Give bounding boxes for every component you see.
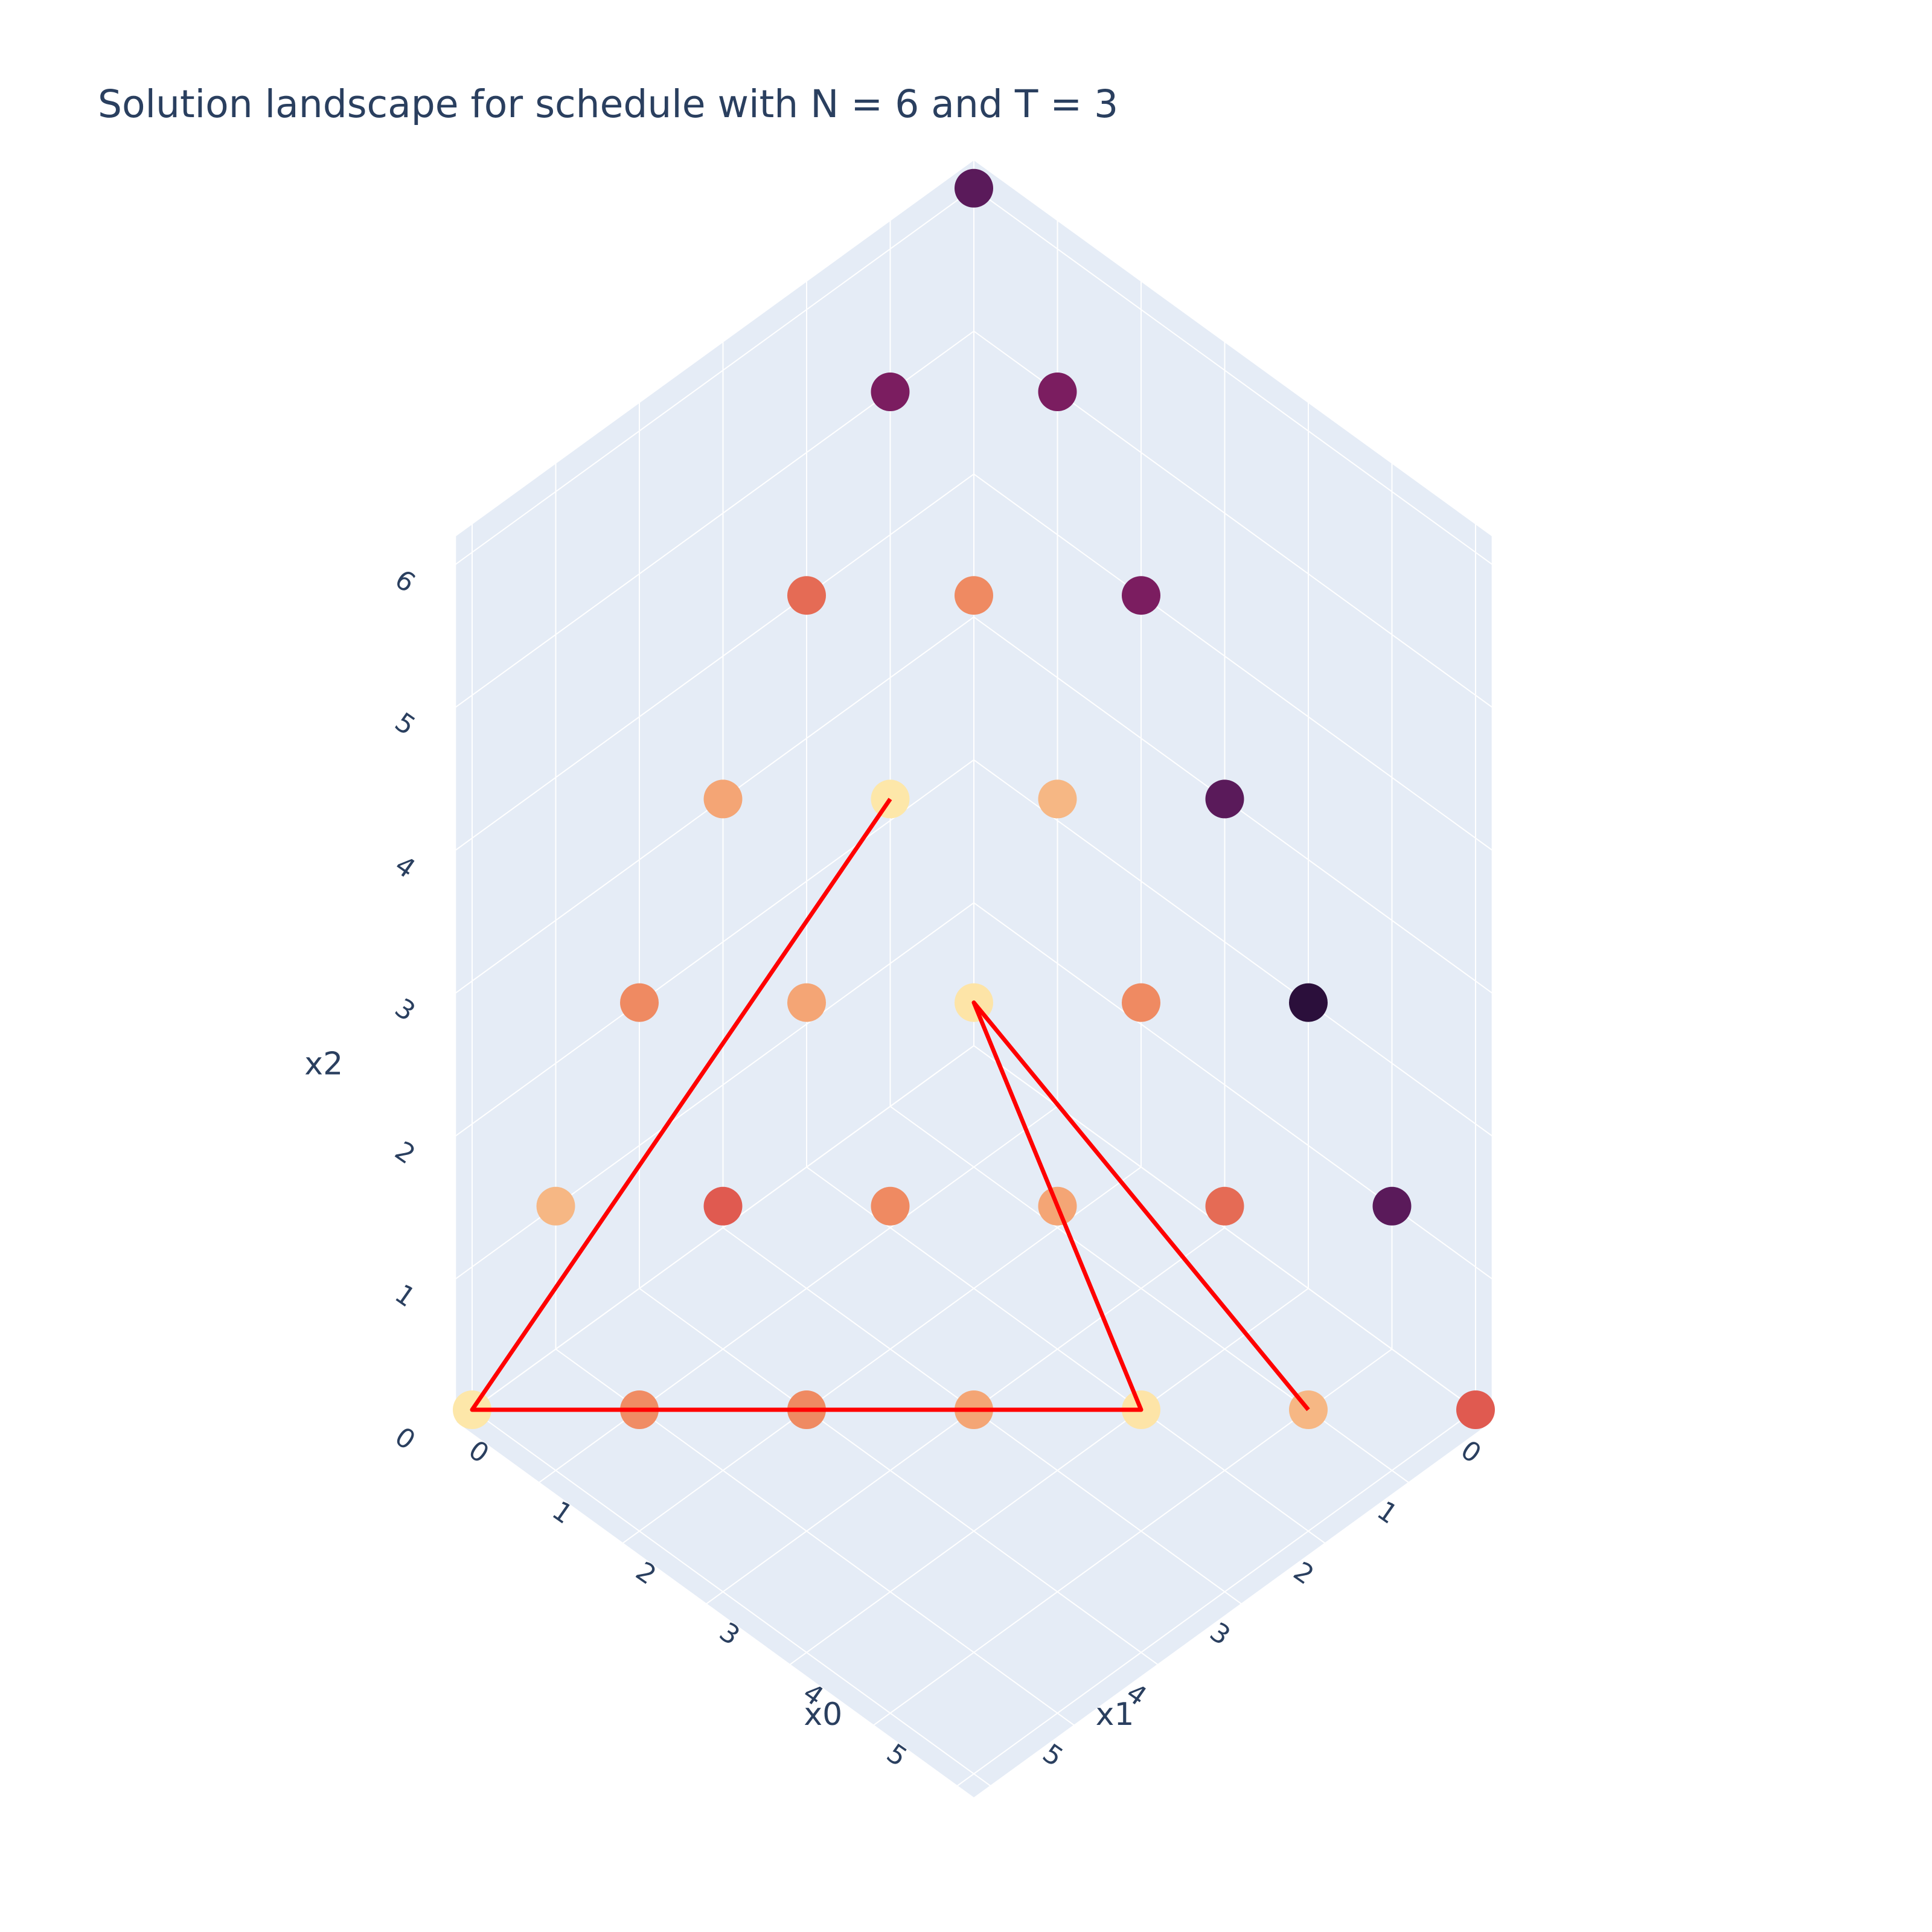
data-point	[1122, 983, 1160, 1022]
data-point	[1372, 1186, 1412, 1226]
data-point	[787, 576, 826, 615]
x2-tick-label: 6	[389, 564, 421, 599]
x-axis-title: x0	[804, 1697, 842, 1733]
chart-title: Solution landscape for schedule with N =…	[98, 82, 1119, 126]
wall-gridline-z-a	[973, 473, 1493, 851]
floor-edge	[973, 1421, 1493, 1799]
data-point	[955, 168, 993, 208]
data-point	[1122, 576, 1160, 615]
x2-tick-label: 1	[389, 1278, 421, 1313]
x2-tick-label: 0	[389, 1421, 421, 1456]
wall-gridline-z-a	[973, 759, 1493, 1137]
data-point	[536, 1186, 575, 1226]
data-point	[1205, 1186, 1244, 1226]
data-points	[453, 168, 1495, 1429]
floor-gridline-x1	[806, 1166, 1326, 1544]
floor-gridline-x1	[639, 1288, 1159, 1665]
path-line	[470, 798, 1310, 1412]
z-axis-title: x2	[304, 1046, 343, 1083]
floor-gridline-x0	[956, 1409, 1476, 1786]
floor-edge	[455, 1421, 974, 1799]
wall-gridline-z-b	[455, 473, 974, 851]
data-point	[787, 983, 826, 1022]
wall-gridline-z-a	[973, 187, 1493, 565]
data-point	[703, 1186, 743, 1226]
data-point	[1289, 983, 1328, 1022]
floor-gridline-x0	[622, 1166, 1142, 1544]
x2-tick-label: 2	[389, 1136, 421, 1171]
data-point	[1038, 779, 1077, 819]
wall-gridline-z-b	[455, 187, 974, 565]
data-point	[955, 576, 993, 615]
data-point	[871, 1186, 910, 1226]
wall-gridline-z-b	[455, 759, 974, 1137]
wall-gridline-z-b	[455, 1045, 974, 1422]
data-point	[620, 983, 659, 1022]
floor-gridline-x1	[472, 1409, 991, 1786]
data-point	[1456, 1390, 1495, 1429]
data-point	[1038, 373, 1077, 411]
data-point	[871, 373, 910, 411]
x2-tick-label: 4	[389, 849, 421, 884]
data-point	[703, 779, 743, 819]
data-point	[1205, 779, 1244, 819]
path-polyline	[470, 798, 1310, 1412]
x2-tick-label: 3	[389, 993, 421, 1028]
y-axis-title: x1	[1096, 1697, 1134, 1733]
wall-edge	[455, 159, 974, 537]
x2-tick-label: 5	[389, 707, 421, 742]
floor-gridline-x0	[789, 1288, 1309, 1665]
wall-edge	[973, 159, 1493, 537]
axis-labels: x0 x1 x2	[304, 1046, 1134, 1733]
